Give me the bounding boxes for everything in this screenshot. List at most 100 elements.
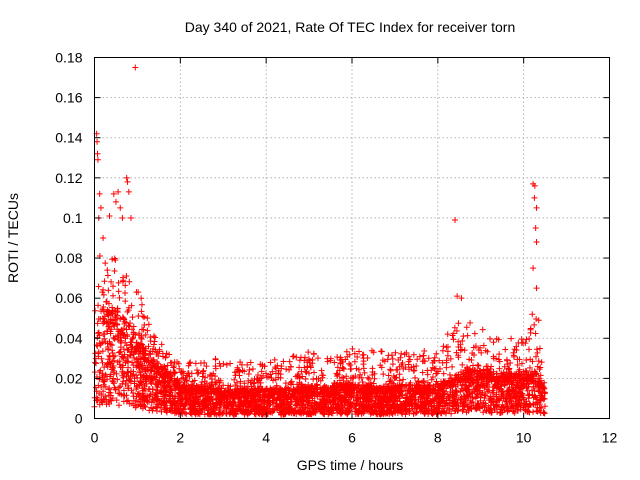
data-point [122,298,129,305]
data-point [336,377,343,384]
data-point [171,393,178,400]
data-point [247,359,254,366]
data-point [101,331,108,338]
data-point [231,376,238,383]
data-point [420,378,427,385]
data-point [409,403,416,410]
data-point [406,366,413,373]
y-tick-label: 0.14 [55,130,82,146]
data-point [102,260,109,267]
data-point [533,396,540,403]
data-point [362,405,369,412]
data-point [481,404,488,411]
data-point [253,376,260,383]
data-point [110,363,117,370]
data-point [541,403,548,410]
data-point [110,380,117,387]
data-point [366,376,373,383]
data-point [112,386,119,393]
data-point [272,386,279,393]
data-point [451,324,458,331]
data-point [354,408,361,415]
data-point [116,294,123,301]
data-point [453,327,460,334]
data-point [199,379,206,386]
data-point [454,293,461,300]
data-point [178,369,185,376]
data-point [377,362,384,369]
data-point [218,394,225,401]
data-point [162,405,169,412]
data-point [478,349,485,356]
data-point [143,376,150,383]
data-point [142,331,149,338]
data-point [469,390,476,397]
data-point [106,385,113,392]
data-point [491,406,498,413]
data-point [404,396,411,403]
data-point [123,326,130,333]
data-point [99,359,106,366]
data-point [438,383,445,390]
data-point [390,373,397,380]
data-point [104,311,111,318]
data-point [97,315,104,322]
data-point [108,278,115,285]
data-point [357,371,364,378]
data-point [514,373,521,380]
data-point [450,330,457,337]
data-point [460,406,467,413]
data-point [364,374,371,381]
data-point [535,388,542,395]
data-point [233,405,240,412]
data-point [389,355,396,362]
data-point [493,374,500,381]
data-point [152,405,159,412]
data-point [119,380,126,387]
data-point [238,361,245,368]
data-point [536,404,543,411]
data-point [487,335,494,342]
data-point [213,386,220,393]
data-point [228,392,235,399]
data-point [443,364,450,371]
data-point [139,390,146,397]
data-point [416,382,423,389]
data-point [124,308,131,315]
data-point [536,392,543,399]
data-point [180,387,187,394]
data-point [313,375,320,382]
data-point [106,212,113,219]
data-point [106,352,113,359]
data-point [109,310,116,317]
data-point [333,370,340,377]
data-point [153,386,160,393]
data-point [283,400,290,407]
data-point [437,392,444,399]
data-point [120,392,127,399]
data-point [464,332,471,339]
data-point [194,383,201,390]
data-point [295,391,302,398]
data-point [311,369,318,376]
axis-ticks [94,57,610,419]
data-point [535,399,542,406]
data-point [171,377,178,384]
data-point [147,391,154,398]
data-point [125,364,132,371]
data-point [178,375,185,382]
data-point [129,335,136,342]
data-point [129,314,136,321]
x-tick-labels: 0 2 4 6 8 10 12 [91,430,618,446]
data-point [381,404,388,411]
data-point [540,409,547,416]
y-tick-label: 0.1 [63,210,83,226]
data-point [529,311,536,318]
data-point [516,356,523,363]
data-point [298,381,305,388]
data-point [531,182,538,189]
data-point [103,327,110,334]
data-point [338,356,345,363]
data-point [108,397,115,404]
data-point [167,389,174,396]
